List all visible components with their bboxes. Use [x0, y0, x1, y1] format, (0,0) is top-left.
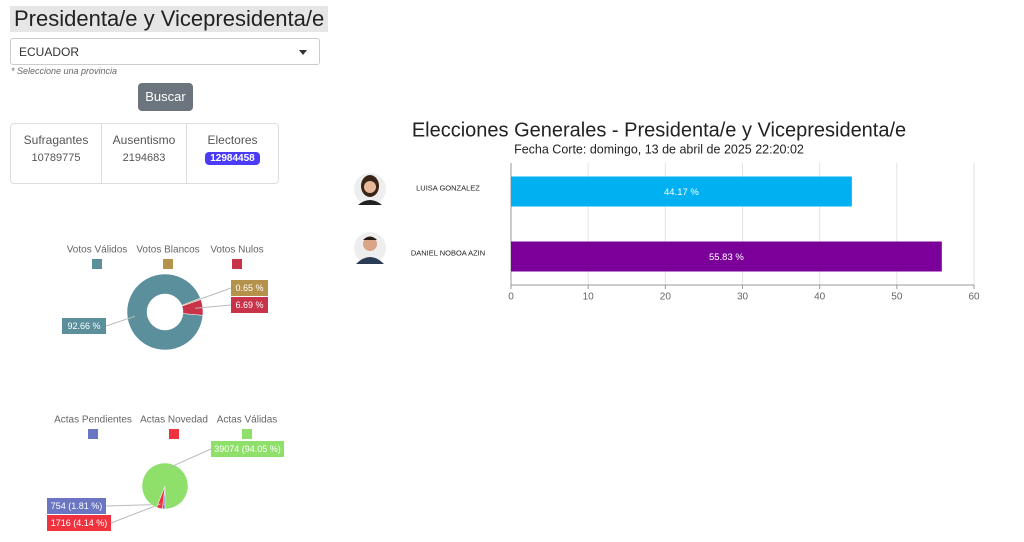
- page-title: Presidenta/e y Vicepresidenta/e: [10, 6, 329, 32]
- data-label: 6.69 %: [235, 300, 263, 310]
- y-tick-label: DANIEL NOBOA AZIN: [411, 248, 485, 257]
- leader-line: [195, 304, 232, 309]
- stat-label: Sufragantes: [23, 133, 89, 147]
- legend-label: Actas Novedad: [140, 415, 208, 426]
- legend-label: Actas Válidas: [217, 415, 278, 426]
- leader-line: [105, 315, 136, 327]
- legend-swatch: [232, 259, 242, 269]
- slice: [126, 273, 204, 351]
- x-tick-label: 60: [968, 292, 980, 303]
- leader-line: [168, 448, 212, 469]
- label-box: [231, 297, 268, 313]
- stat: Ausentismo 2194683: [101, 124, 186, 183]
- chart-title: Elecciones Generales - Presidenta/e y Vi…: [412, 119, 906, 141]
- chart-subtitle: Fecha Corte: domingo, 13 de abril de 202…: [514, 142, 804, 156]
- stat-label: Ausentismo: [112, 133, 176, 147]
- bar: [511, 176, 852, 207]
- legend-label: Votos Válidos: [67, 245, 128, 256]
- leader-line: [110, 503, 161, 524]
- x-tick-label: 10: [583, 292, 595, 303]
- stat-value: 2194683: [122, 152, 166, 164]
- legend-swatch: [88, 429, 98, 439]
- slice: [141, 462, 189, 510]
- avatar: [354, 173, 386, 205]
- data-label: 754 (1.81 %): [51, 501, 103, 511]
- avatar: [354, 232, 386, 264]
- data-label: 92.66 %: [67, 321, 100, 331]
- stats-card: Sufragantes 10789775 Ausentismo 2194683 El…: [10, 123, 279, 184]
- search-button[interactable]: Buscar: [138, 83, 193, 111]
- x-tick-label: 40: [814, 292, 826, 303]
- legend-label: Votos Blancos: [136, 245, 199, 256]
- bar: [511, 241, 942, 272]
- legend-swatch: [92, 259, 102, 269]
- label-box: [47, 498, 106, 514]
- leader-line: [193, 287, 232, 302]
- stat-value: 12984458: [205, 152, 260, 165]
- legend-swatch: [163, 259, 173, 269]
- stat-label: Electores: [207, 133, 258, 147]
- select-hint: * Seleccione una provincia: [11, 66, 118, 76]
- data-label: 0.65 %: [235, 283, 263, 293]
- data-label: 44.17 %: [664, 187, 699, 198]
- data-label: 1716 (4.14 %): [51, 518, 108, 528]
- stat: Electores 12984458: [186, 124, 278, 183]
- data-label: 39074 (94.05 %): [214, 444, 281, 454]
- label-box: [62, 318, 106, 334]
- x-tick-label: 30: [737, 292, 749, 303]
- y-tick-label: LUISA GONZALEZ: [416, 183, 480, 192]
- label-box: [47, 515, 111, 531]
- stat-value: 10789775: [31, 152, 81, 164]
- legend-swatch: [169, 429, 179, 439]
- x-tick-label: 50: [891, 292, 903, 303]
- label-box: [231, 280, 268, 296]
- legend-label: Actas Pendientes: [54, 415, 132, 426]
- label-box: [211, 441, 284, 457]
- stat: Sufragantes 10789775: [11, 124, 101, 183]
- legend-label: Votos Nulos: [210, 245, 263, 256]
- x-tick-label: 0: [508, 292, 514, 303]
- data-label: 55.83 %: [709, 252, 744, 263]
- slice: [181, 299, 204, 316]
- legend-swatch: [242, 429, 252, 439]
- x-tick-label: 20: [660, 292, 672, 303]
- province-select[interactable]: ECUADOR: [10, 38, 320, 65]
